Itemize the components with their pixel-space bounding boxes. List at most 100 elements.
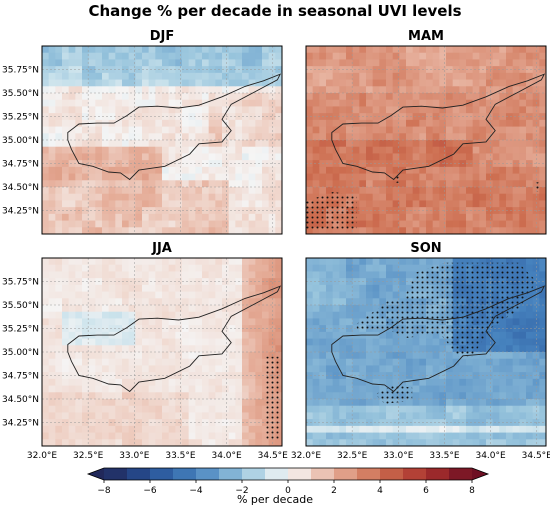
heatmap-cell [432,86,440,94]
heatmap-cell [235,331,243,340]
heatmap-cell [306,378,314,387]
heatmap-cell [452,119,460,128]
heatmap-cell [366,79,374,87]
heatmap-cell [242,345,250,353]
heatmap-cell [339,358,347,367]
heatmap-cell [115,146,123,155]
heatmap-cell [55,113,63,121]
heatmap-cell [532,220,540,228]
heatmap-cell [406,271,414,279]
heatmap-cell [102,338,110,346]
colorbar-segment [449,468,473,480]
heatmap-cell [332,305,340,313]
heatmap-cell [346,271,354,279]
heatmap-cell [399,146,407,155]
heatmap-cell [406,133,414,141]
heatmap-cell [312,325,320,333]
heatmap-cell [339,153,347,161]
heatmap-cell [135,365,143,373]
heatmap-cell [532,419,540,427]
heatmap-cell [452,425,460,434]
heatmap-cell [128,119,136,128]
heatmap-cell [202,264,210,273]
heatmap-cell [95,412,103,420]
heatmap-cell [108,358,116,367]
heatmap-cell [82,405,90,414]
heatmap-cell [459,86,467,94]
colorbar-segment [403,468,427,480]
heatmap-cell [75,119,83,128]
heatmap-cell [486,52,494,61]
heatmap-cell [75,405,83,414]
heatmap-cell [162,93,170,101]
heatmap-cell [155,271,163,279]
heatmap-cell [312,187,320,195]
heatmap-cell [312,305,320,313]
heatmap-cell [275,52,282,61]
heatmap-cell [532,311,540,320]
heatmap-cell [499,86,507,94]
heatmap-cell [135,200,143,208]
heatmap-cell [432,207,440,215]
heatmap-cell [88,72,96,81]
heatmap-cell [242,439,250,446]
heatmap-cell [202,106,210,114]
heatmap-cell [346,52,354,61]
heatmap-cell [175,173,183,181]
heatmap-cell [135,352,143,360]
heatmap-cell [208,278,216,286]
heatmap-cell [202,305,210,313]
heatmap-cell [432,378,440,387]
heatmap-cell [248,278,256,286]
heatmap-cell [486,173,494,181]
heatmap-cell [499,160,507,168]
heatmap-cell [439,439,447,446]
heatmap-cell [122,425,130,434]
heatmap-cell [128,46,136,54]
heatmap-cell [372,399,380,407]
heatmap-cell [306,278,314,286]
heatmap-cell [426,358,434,367]
heatmap-cell [366,66,374,74]
heatmap-cell [42,392,50,400]
heatmap-cell [319,166,327,175]
heatmap-cell [168,385,176,393]
heatmap-cell [459,365,467,373]
heatmap-cell [168,133,176,141]
heatmap-cell [459,99,467,108]
heatmap-cell [215,392,223,400]
heatmap-cell [306,298,314,306]
heatmap-cell [168,405,176,414]
heatmap-cell [248,193,256,202]
heatmap-cell [419,352,427,360]
heatmap-cell [426,392,434,400]
heatmap-cell [148,278,156,286]
heatmap-cell [426,331,434,340]
heatmap-cell [122,52,130,61]
heatmap-cell [255,193,263,202]
heatmap-cell [242,258,250,266]
heatmap-cell [148,372,156,380]
heatmap-cell [108,66,116,74]
heatmap-cell [339,166,347,175]
heatmap-cell [446,385,454,393]
heatmap-cell [512,399,520,407]
heatmap-cell [486,412,494,420]
x-tick-label: 32.0°E [291,451,322,461]
heatmap-cell [512,59,520,67]
heatmap-cell [222,140,230,148]
colorbar-segment [426,468,450,480]
heatmap-cell [419,119,427,128]
heatmap-cell [62,166,70,175]
heatmap-cell [459,166,467,175]
heatmap-cell [108,99,116,108]
heatmap-cell [108,305,116,313]
heatmap-cell [512,166,520,175]
heatmap-cell [419,126,427,134]
colorbar-segment [196,468,220,480]
heatmap-cell [162,126,170,134]
heatmap-cell [42,153,50,161]
heatmap-cell [432,180,440,188]
heatmap-cell [128,99,136,108]
heatmap-cell [142,200,150,208]
